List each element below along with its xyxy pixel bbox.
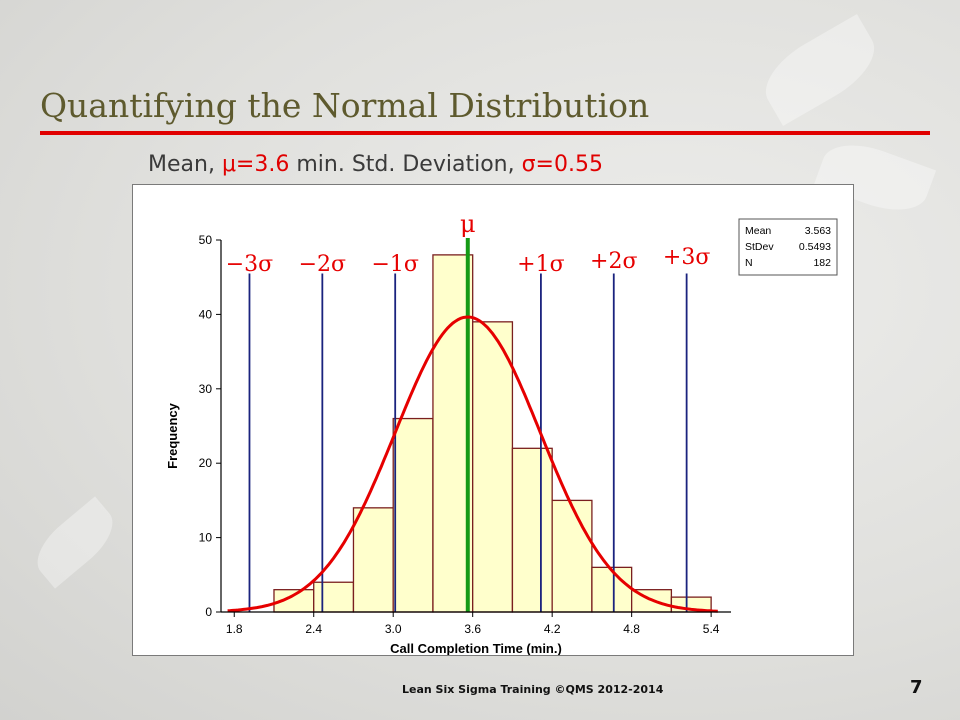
subtitle-sd-value: σ=0.55	[521, 152, 603, 177]
x-tick-label: 4.8	[623, 622, 640, 636]
sigma-label: −3σ	[226, 252, 273, 277]
subtitle-mean-label: Mean,	[148, 152, 222, 177]
mean-label: μ	[460, 210, 476, 238]
subtitle-mean-value: μ=3.6	[221, 152, 290, 177]
x-tick-label: 1.8	[226, 622, 243, 636]
sigma-label: −1σ	[371, 252, 418, 277]
normal-curve	[227, 315, 718, 613]
legend-stat-name: N	[745, 257, 753, 269]
chart-panel: −3σ −2σ −1σ +1σ +2σ +3σ μ 0 10 20 30 40 50 1.8 2.4 3.0 3…	[132, 184, 854, 656]
slide-title: Quantifying the Normal Distribution	[40, 86, 650, 125]
background-leaf-decoration	[26, 496, 124, 589]
histogram-bar	[591, 566, 633, 613]
legend-stat-name: StDev	[745, 241, 774, 253]
x-axis-label: Call Completion Time (min.)	[390, 641, 562, 655]
sigma-label: +2σ	[590, 249, 637, 274]
histogram-bar	[511, 447, 553, 613]
y-tick-label: 10	[199, 531, 213, 545]
y-tick-label: 0	[205, 605, 212, 619]
legend-stat-name: Mean	[745, 225, 771, 237]
subtitle: Mean, μ=3.6 min. Std. Deviation, σ=0.55	[148, 152, 603, 177]
histogram-bar	[392, 417, 434, 613]
sigma-label: −2σ	[299, 252, 346, 277]
x-tick-label: 2.4	[305, 622, 322, 636]
subtitle-mean-unit: min. Std. Deviation,	[289, 152, 522, 177]
histogram-bar	[313, 581, 355, 613]
page-number: 7	[910, 677, 923, 698]
y-tick-label: 50	[199, 233, 213, 247]
legend-box	[738, 218, 838, 276]
y-tick-label: 30	[199, 382, 213, 396]
background-leaf-decoration	[753, 14, 887, 126]
histogram-bar	[551, 499, 593, 613]
sigma-label: +1σ	[517, 252, 564, 277]
sigma-label: +3σ	[663, 245, 710, 270]
x-tick-label: 4.2	[544, 622, 561, 636]
legend-stat-value: 182	[813, 257, 831, 269]
footer-text: Lean Six Sigma Training ©QMS 2012-2014	[402, 683, 664, 696]
x-tick-label: 3.0	[385, 622, 402, 636]
histogram-bar	[472, 321, 514, 613]
y-tick-label: 40	[199, 307, 213, 321]
x-tick-label: 5.4	[703, 622, 720, 636]
histogram-bar	[352, 507, 394, 613]
y-tick-label: 20	[199, 456, 213, 470]
legend-stat-value: 0.5493	[799, 241, 831, 253]
x-tick-label: 3.6	[464, 622, 481, 636]
histogram-chart: −3σ −2σ −1σ +1σ +2σ +3σ μ 0 10 20 30 40 50 1.8 2.4 3.0 3…	[165, 210, 838, 655]
title-underline	[40, 131, 930, 135]
y-axis-label: Frequency	[165, 402, 180, 469]
legend-stat-value: 3.563	[805, 225, 831, 237]
